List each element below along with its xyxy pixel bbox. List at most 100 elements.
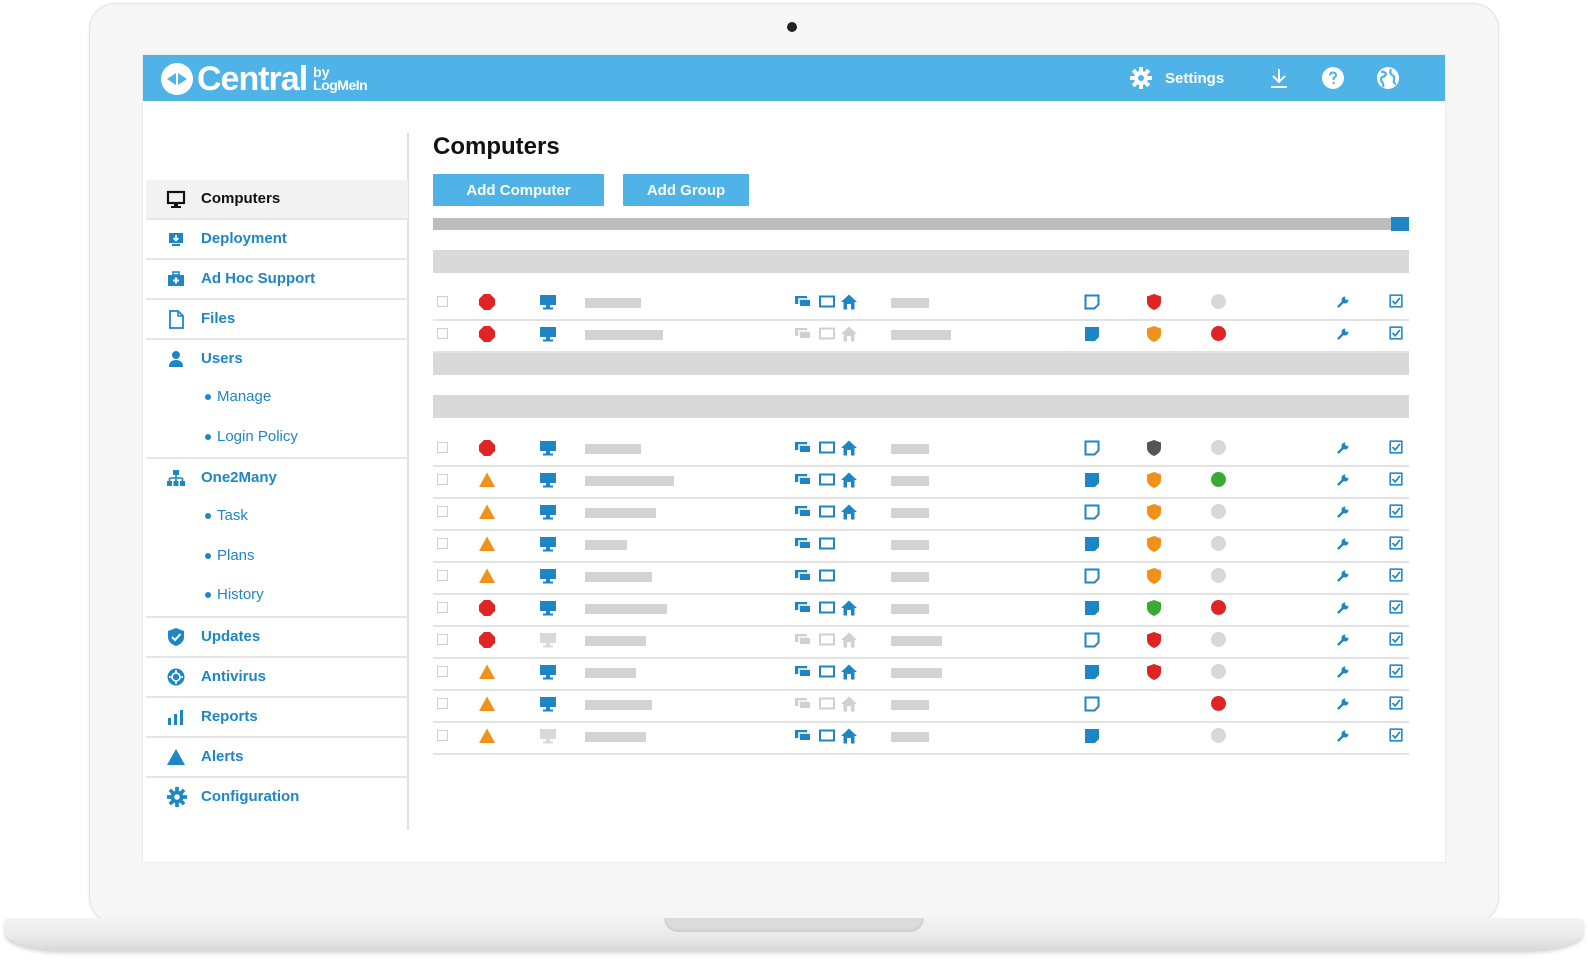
row-checkbox[interactable] [437, 538, 448, 549]
wrench-icon[interactable] [1336, 295, 1350, 309]
row-checkbox[interactable] [437, 730, 448, 741]
computer-name-placeholder[interactable] [585, 636, 646, 646]
wrench-icon[interactable] [1336, 729, 1350, 743]
warning-status-icon [479, 728, 495, 743]
table-row[interactable] [433, 433, 1409, 467]
sidebar-item-one2many[interactable]: One2Many [146, 459, 408, 497]
globe-icon[interactable] [1376, 66, 1400, 90]
sidebar-item-deployment[interactable]: Deployment [146, 220, 408, 260]
table-row[interactable] [433, 721, 1409, 755]
row-checkbox[interactable] [437, 296, 448, 307]
sidebar-item-reports[interactable]: Reports [146, 698, 408, 738]
row-checkbox[interactable] [437, 442, 448, 453]
note-icon [1085, 537, 1099, 551]
sidebar-item-computers[interactable]: Computers [146, 180, 408, 220]
group-header[interactable] [433, 250, 1409, 273]
wrench-icon[interactable] [1336, 569, 1350, 583]
sidebar-subitem-history[interactable]: History [146, 576, 408, 618]
gear-icon [166, 786, 188, 807]
table-row[interactable] [433, 625, 1409, 659]
table-row[interactable] [433, 561, 1409, 595]
add-computer-button[interactable]: Add Computer [433, 174, 604, 206]
sidebar-item-alerts[interactable]: Alerts [146, 738, 408, 778]
table-row[interactable] [433, 593, 1409, 627]
note-icon [1085, 473, 1099, 487]
checkbox-checked-icon[interactable] [1389, 504, 1403, 518]
status-dot [1211, 696, 1226, 711]
sidebar-item-configuration[interactable]: Configuration [146, 778, 408, 816]
checkbox-checked-icon[interactable] [1389, 728, 1403, 742]
add-group-button[interactable]: Add Group [623, 174, 749, 206]
wrench-icon[interactable] [1336, 441, 1350, 455]
row-checkbox[interactable] [437, 570, 448, 581]
scrollbar-handle[interactable] [1391, 217, 1409, 231]
table-row[interactable] [433, 319, 1409, 353]
computer-name-placeholder[interactable] [585, 732, 646, 742]
row-checkbox[interactable] [437, 698, 448, 709]
row-checkbox[interactable] [437, 506, 448, 517]
checkbox-checked-icon[interactable] [1389, 568, 1403, 582]
sidebar-subitem-plans[interactable]: Plans [146, 537, 408, 577]
wrench-icon[interactable] [1336, 505, 1350, 519]
checkbox-checked-icon[interactable] [1389, 664, 1403, 678]
table-row[interactable] [433, 657, 1409, 691]
wrench-icon[interactable] [1336, 327, 1350, 341]
table-row[interactable] [433, 529, 1409, 563]
computer-name-placeholder[interactable] [585, 668, 636, 678]
sidebar-item-ad-hoc-support[interactable]: Ad Hoc Support [146, 260, 408, 300]
sidebar-subitem-login-policy[interactable]: Login Policy [146, 418, 408, 459]
remote-control-icon [795, 602, 812, 614]
sidebar-nav: Computers Deployment Ad Hoc Support Fi [146, 180, 408, 816]
row-checkbox[interactable] [437, 602, 448, 613]
sidebar-item-users[interactable]: Users [146, 340, 408, 378]
sidebar-item-updates[interactable]: Updates [146, 618, 408, 658]
wrench-icon[interactable] [1336, 473, 1350, 487]
horizontal-scrollbar[interactable] [433, 218, 1409, 230]
sidebar-subitem-task[interactable]: Task [146, 497, 408, 537]
row-checkbox[interactable] [437, 328, 448, 339]
computer-name-placeholder[interactable] [585, 476, 674, 486]
table-row[interactable] [433, 287, 1409, 321]
computer-name-placeholder[interactable] [585, 444, 641, 454]
remote-control-icon [795, 666, 812, 678]
computer-name-placeholder[interactable] [585, 604, 667, 614]
computer-name-placeholder[interactable] [585, 700, 652, 710]
download-icon[interactable] [1267, 66, 1291, 90]
sidebar-item-files[interactable]: Files [146, 300, 408, 340]
computer-name-placeholder[interactable] [585, 330, 663, 340]
row-checkbox[interactable] [437, 666, 448, 677]
table-row[interactable] [433, 497, 1409, 531]
sidebar-item-antivirus[interactable]: Antivirus [146, 658, 408, 698]
checkbox-checked-icon[interactable] [1389, 294, 1403, 308]
computer-name-placeholder[interactable] [585, 508, 656, 518]
settings-button[interactable]: Settings [1129, 66, 1224, 90]
row-checkbox[interactable] [437, 474, 448, 485]
checkbox-checked-icon[interactable] [1389, 472, 1403, 486]
checkbox-checked-icon[interactable] [1389, 326, 1403, 340]
wrench-icon[interactable] [1336, 633, 1350, 647]
row-checkbox[interactable] [437, 634, 448, 645]
note-outline-icon [1084, 504, 1100, 520]
wrench-icon[interactable] [1336, 697, 1350, 711]
sidebar-item-label: Reports [201, 707, 258, 725]
help-icon[interactable] [1321, 66, 1345, 90]
computer-icon [540, 729, 556, 744]
sidebar-subitem-manage[interactable]: Manage [146, 378, 408, 418]
wrench-icon[interactable] [1336, 601, 1350, 615]
central-logo[interactable]: Central by LogMeIn [161, 61, 368, 97]
wrench-icon[interactable] [1336, 665, 1350, 679]
table-row[interactable] [433, 689, 1409, 723]
wrench-icon[interactable] [1336, 537, 1350, 551]
computer-name-placeholder[interactable] [585, 540, 627, 550]
checkbox-checked-icon[interactable] [1389, 536, 1403, 550]
shield-check-icon [168, 627, 184, 646]
computer-name-placeholder[interactable] [585, 572, 652, 582]
group-header[interactable] [433, 395, 1409, 418]
checkbox-checked-icon[interactable] [1389, 696, 1403, 710]
group-header[interactable] [433, 352, 1409, 375]
table-row[interactable] [433, 465, 1409, 499]
computer-name-placeholder[interactable] [585, 298, 641, 308]
checkbox-checked-icon[interactable] [1389, 440, 1403, 454]
checkbox-checked-icon[interactable] [1389, 632, 1403, 646]
checkbox-checked-icon[interactable] [1389, 600, 1403, 614]
